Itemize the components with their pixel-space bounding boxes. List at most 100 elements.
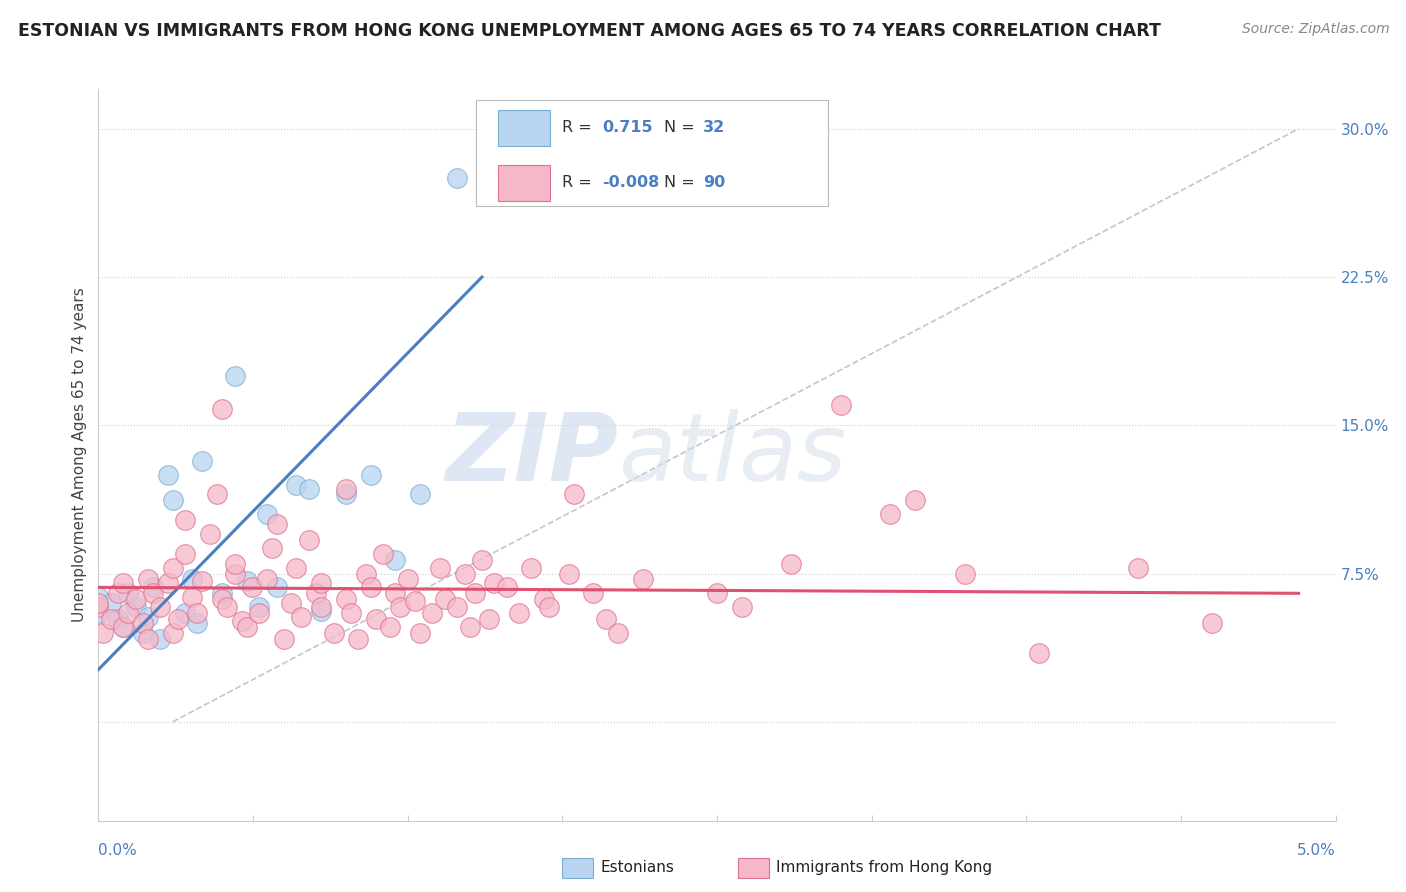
Point	[471, 552, 494, 566]
Point	[371, 547, 394, 561]
Point	[285, 560, 308, 574]
Point	[582, 586, 605, 600]
Text: 5.0%: 5.0%	[1296, 843, 1336, 858]
Point	[389, 600, 412, 615]
Point	[953, 566, 976, 581]
Point	[322, 625, 344, 640]
Point	[453, 566, 475, 581]
Point	[132, 615, 155, 630]
Point	[298, 533, 321, 547]
Text: R =: R =	[562, 120, 598, 136]
Point	[198, 527, 221, 541]
Point	[156, 467, 179, 482]
Point	[217, 600, 239, 615]
Point	[380, 620, 402, 634]
Point	[100, 612, 122, 626]
Point	[174, 606, 197, 620]
Point	[224, 368, 246, 383]
Point	[478, 612, 501, 626]
Text: ZIP: ZIP	[446, 409, 619, 501]
Point	[247, 606, 270, 620]
Point	[731, 600, 754, 615]
Point	[354, 566, 377, 581]
Point	[446, 600, 468, 615]
Text: 90: 90	[703, 176, 725, 190]
Point	[166, 612, 188, 626]
Point	[484, 161, 506, 176]
Point	[132, 625, 155, 640]
Point	[87, 600, 110, 615]
Point	[266, 517, 288, 532]
Point	[136, 573, 159, 587]
Point	[174, 513, 197, 527]
Point	[335, 487, 357, 501]
Point	[117, 606, 139, 620]
Point	[93, 625, 115, 640]
Point	[211, 402, 233, 417]
Point	[117, 586, 139, 600]
Point	[464, 586, 486, 600]
Point	[904, 493, 927, 508]
Point	[422, 606, 444, 620]
Point	[231, 614, 253, 628]
Point	[285, 477, 308, 491]
Point	[537, 600, 560, 615]
Point	[124, 600, 146, 615]
Point	[107, 612, 129, 626]
Point	[186, 615, 208, 630]
Point	[136, 632, 159, 646]
Point	[87, 606, 110, 620]
Point	[266, 580, 288, 594]
Point	[149, 632, 172, 646]
Point	[879, 507, 901, 521]
Point	[205, 487, 228, 501]
Point	[191, 454, 214, 468]
Point	[211, 586, 233, 600]
Text: atlas: atlas	[619, 409, 846, 500]
Text: -0.008: -0.008	[602, 176, 659, 190]
Point	[396, 573, 419, 587]
Point	[458, 620, 481, 634]
Point	[298, 482, 321, 496]
Point	[335, 592, 357, 607]
Point	[409, 625, 432, 640]
Point	[1201, 615, 1223, 630]
Point	[508, 606, 530, 620]
Point	[433, 592, 456, 607]
Text: Immigrants from Hong Kong: Immigrants from Hong Kong	[776, 860, 993, 874]
Point	[409, 487, 432, 501]
Y-axis label: Unemployment Among Ages 65 to 74 years: Unemployment Among Ages 65 to 74 years	[72, 287, 87, 623]
Text: 0.0%: 0.0%	[98, 843, 138, 858]
Text: Source: ZipAtlas.com: Source: ZipAtlas.com	[1241, 22, 1389, 37]
Point	[607, 625, 630, 640]
Text: Estonians: Estonians	[600, 860, 675, 874]
Point	[533, 592, 555, 607]
Point	[446, 171, 468, 186]
Point	[124, 592, 146, 607]
Point	[224, 557, 246, 571]
Point	[340, 606, 363, 620]
Point	[107, 586, 129, 600]
Text: R =: R =	[562, 176, 598, 190]
Point	[256, 507, 278, 521]
Point	[162, 625, 184, 640]
Point	[174, 547, 197, 561]
Point	[236, 620, 259, 634]
Point	[236, 574, 259, 589]
Point	[364, 612, 387, 626]
Point	[211, 592, 233, 607]
Point	[136, 610, 159, 624]
Point	[780, 557, 803, 571]
Text: N =: N =	[664, 176, 700, 190]
Point	[384, 552, 406, 566]
Point	[156, 576, 179, 591]
Text: 0.715: 0.715	[602, 120, 652, 136]
Point	[305, 586, 328, 600]
Text: N =: N =	[664, 120, 700, 136]
Text: 32: 32	[703, 120, 725, 136]
Point	[484, 576, 506, 591]
Point	[162, 493, 184, 508]
Point	[1126, 560, 1149, 574]
Point	[247, 600, 270, 615]
Point	[260, 541, 283, 555]
